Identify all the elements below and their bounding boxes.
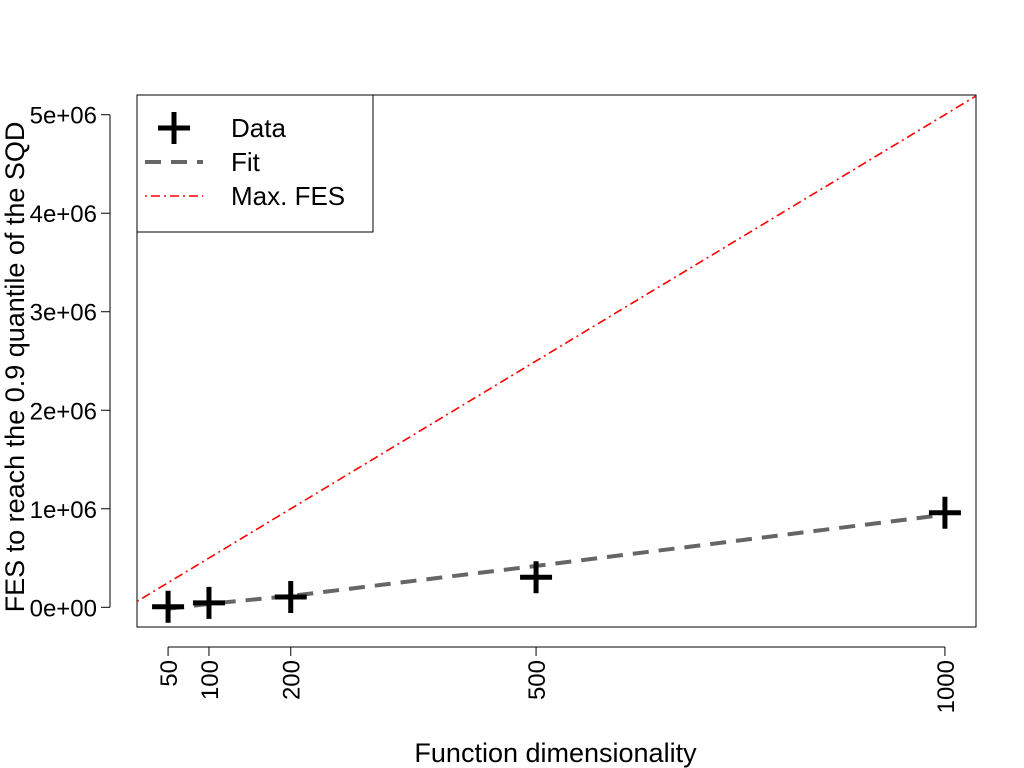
data-point (274, 580, 307, 613)
x-tick-label: 100 (197, 660, 224, 700)
y-axis-label: FES to reach the 0.9 quantile of the SQD (0, 122, 30, 613)
y-tick-label: 2e+06 (30, 398, 97, 425)
x-tick-label: 500 (524, 660, 551, 700)
data-point (152, 590, 185, 623)
legend-symbol-data (158, 112, 190, 144)
data-point (192, 586, 225, 619)
legend-label-fit: Fit (231, 147, 261, 177)
x-tick-label: 50 (156, 660, 183, 687)
y-tick-label: 3e+06 (30, 300, 97, 327)
y-tick-label: 4e+06 (30, 201, 97, 228)
data-point (520, 561, 553, 594)
plot-frame (136, 94, 977, 628)
legend-label-max-fes: Max. FES (231, 181, 345, 211)
series-layer (137, 95, 976, 623)
y-tick-label: 5e+06 (30, 103, 97, 130)
legend: Data Fit Max. FES (136, 94, 374, 233)
legend-label-data: Data (231, 113, 286, 143)
series-line-fit (167, 512, 946, 611)
x-tick-label: 1000 (933, 660, 960, 713)
x-tick-label: 200 (279, 660, 306, 700)
y-tick-label: 1e+06 (30, 497, 97, 524)
y-tick-label: 0e+00 (30, 595, 97, 622)
x-axis: 50 100 200 500 1000 (156, 646, 960, 713)
y-axis: 0e+00 1e+06 2e+06 3e+06 4e+06 5e+06 (30, 103, 111, 622)
data-point (928, 496, 961, 529)
x-axis-label: Function dimensionality (414, 738, 697, 768)
series-line-max-fes (137, 95, 976, 603)
